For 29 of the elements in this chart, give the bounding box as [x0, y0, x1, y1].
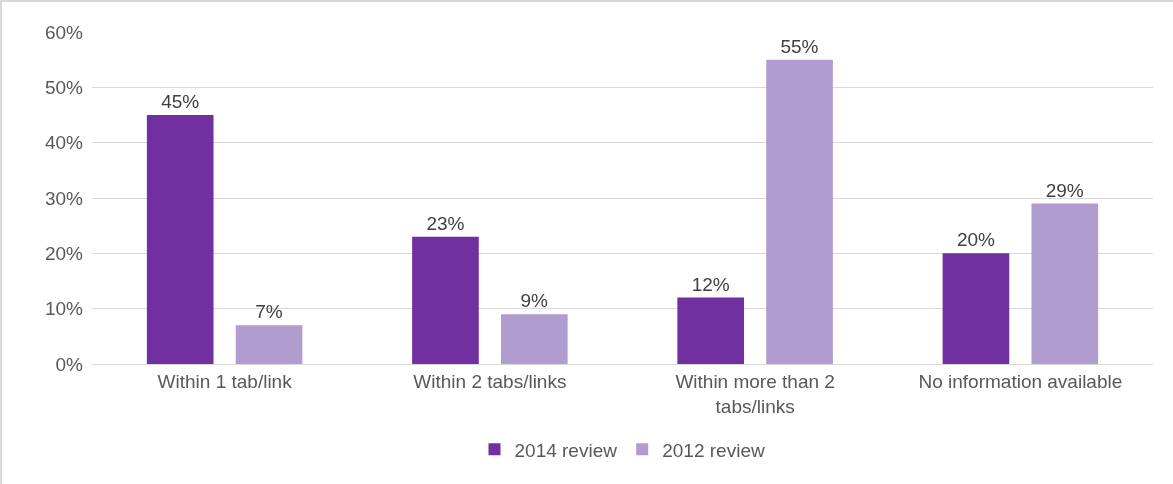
bar: [766, 59, 833, 364]
y-tick-label: 50%: [44, 76, 84, 98]
legend-label: 2014 review: [514, 439, 618, 461]
bar: [146, 115, 214, 364]
y-tick-label: 0%: [55, 353, 84, 375]
data-label: 45%: [161, 91, 200, 112]
x-tick-label: Within more than 2 tabs/links: [675, 370, 835, 417]
x-tick-label: Within 1 tab/link: [157, 370, 293, 392]
data-label: 23%: [426, 212, 465, 234]
y-tick-label: 10%: [44, 298, 84, 320]
data-label: 55%: [780, 35, 819, 57]
x-tick-label: Within 2 tabs/links: [413, 370, 567, 392]
bar: [412, 236, 479, 364]
x-tick-label: No information available: [918, 370, 1123, 392]
bar: [942, 253, 1010, 364]
data-label: 12%: [691, 273, 730, 295]
bar: [677, 297, 745, 364]
data-label: 9%: [520, 290, 549, 312]
legend-label: 2012 review: [662, 439, 765, 461]
data-label: 20%: [956, 229, 996, 251]
data-label: 7%: [255, 301, 283, 323]
y-tick-label: 30%: [44, 187, 84, 209]
bar: [1031, 203, 1099, 364]
bar: [500, 314, 568, 364]
y-tick-label: 60%: [44, 21, 84, 43]
y-tick-label: 40%: [44, 132, 84, 154]
bar: [235, 325, 303, 364]
data-label: 29%: [1045, 179, 1084, 201]
y-tick-label: 20%: [44, 242, 84, 264]
